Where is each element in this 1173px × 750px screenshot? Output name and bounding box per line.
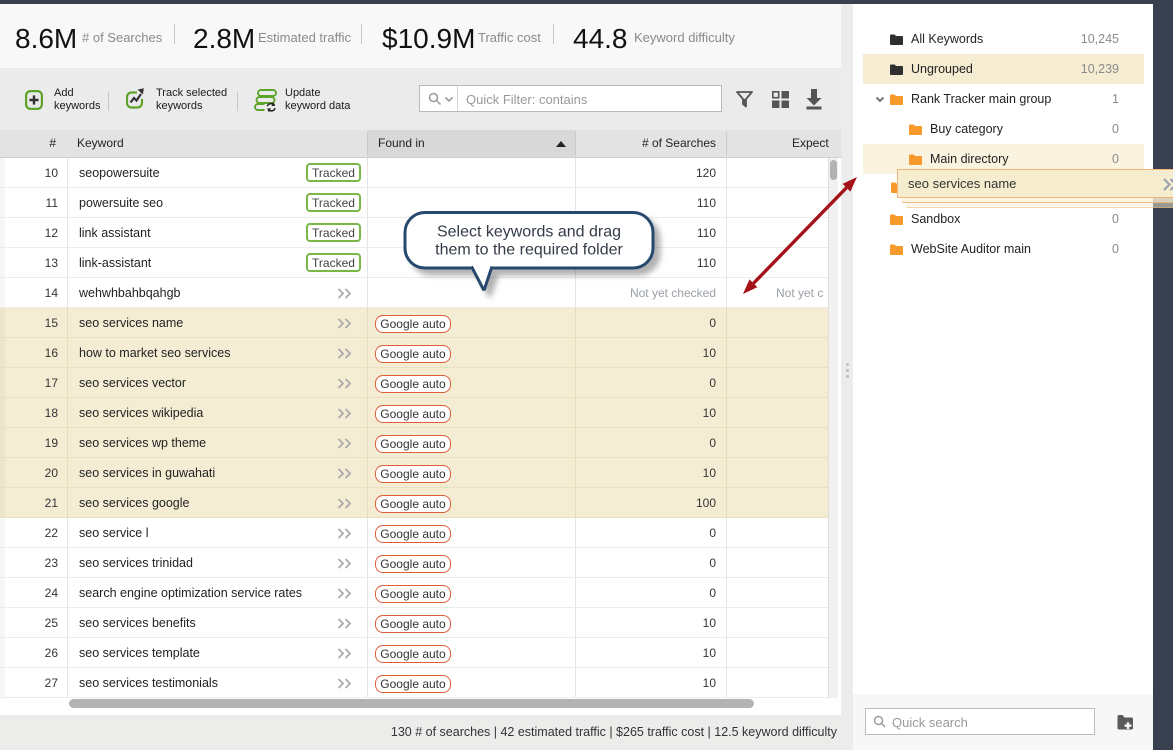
svg-text:them to the required folder: them to the required folder [435,242,623,259]
svg-text:Select keywords and drag: Select keywords and drag [437,224,621,241]
